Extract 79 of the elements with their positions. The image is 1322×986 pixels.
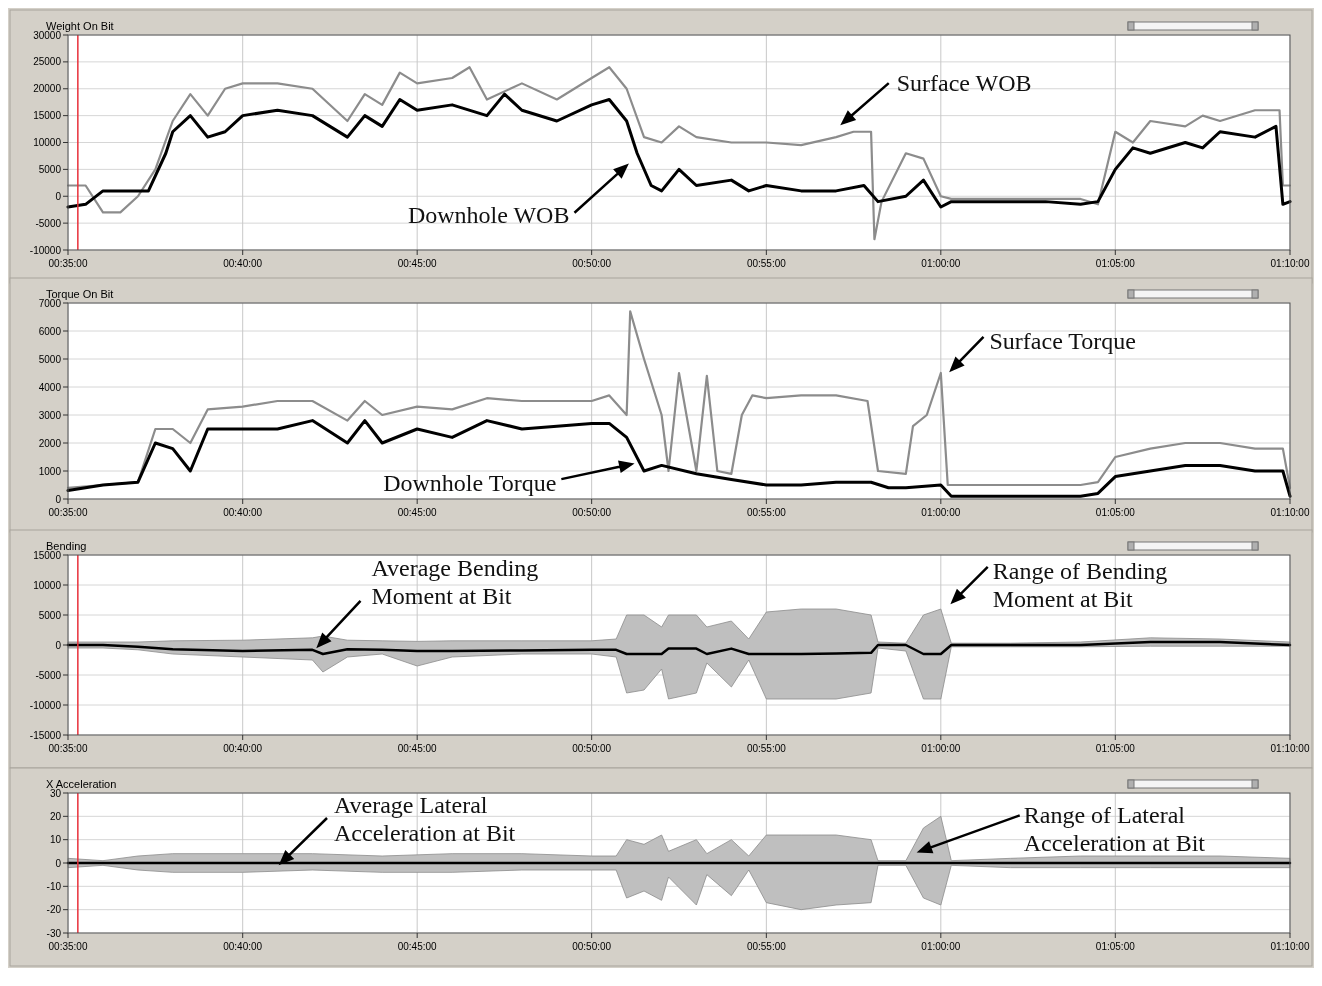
x-tick-label: 01:00:00 (921, 258, 961, 269)
x-tick-label: 00:40:00 (223, 743, 263, 754)
x-tick-label: 01:10:00 (1270, 941, 1310, 952)
y-tick-label: -15000 (29, 729, 62, 741)
x-tick-label: 01:00:00 (921, 941, 961, 952)
x-tick-label: 01:05:00 (1095, 941, 1136, 952)
y-tick-label: 5000 (38, 609, 62, 621)
x-tick-label: 00:35:00 (48, 941, 88, 952)
y-tick-label: 0 (55, 493, 62, 505)
x-tick-label: 00:45:00 (397, 258, 438, 269)
annotation: Surface WOB (896, 70, 1032, 97)
y-tick-label: 25000 (33, 56, 62, 68)
y-tick-label: 0 (55, 190, 62, 202)
y-tick-label: 3000 (38, 409, 62, 421)
y-tick-label: 10 (49, 834, 62, 846)
chart-title: Weight On Bit (46, 20, 114, 32)
x-tick-label: 00:40:00 (223, 941, 263, 952)
x-tick-label: 01:10:00 (1270, 258, 1310, 269)
annotation: Downhole WOB (407, 201, 570, 228)
y-tick-label: 30000 (33, 29, 62, 41)
line-series (66, 66, 1292, 241)
y-tick-label: -5000 (35, 217, 62, 229)
x-tick-label: 00:40:00 (223, 507, 263, 518)
y-tick-label: 20 (49, 810, 62, 822)
y-tick-label: -10 (46, 880, 62, 892)
y-tick-label: -10000 (29, 244, 62, 256)
y-tick-label: 6000 (38, 325, 62, 337)
chart-title: Bending (46, 540, 87, 552)
x-tick-label: 01:00:00 (921, 507, 961, 518)
annotation: Range of Lateral Acceleration at Bit (1023, 802, 1206, 857)
x-tick-label: 00:45:00 (397, 507, 438, 518)
x-tick-label: 00:50:00 (572, 258, 612, 269)
x-tick-label: 00:35:00 (48, 743, 88, 754)
y-tick-label: 2000 (38, 437, 62, 449)
annotation: Average Bending Moment at Bit (371, 554, 539, 609)
x-tick-label: 00:50:00 (572, 941, 612, 952)
x-tick-label: 00:35:00 (48, 258, 88, 269)
y-tick-label: 0 (55, 639, 62, 651)
chart-title: X Acceleration (46, 778, 117, 790)
x-tick-label: 00:55:00 (746, 743, 787, 754)
y-tick-label: 15000 (33, 110, 62, 122)
x-tick-label: 01:05:00 (1095, 743, 1136, 754)
y-tick-label: 1000 (38, 465, 62, 477)
x-tick-label: 00:35:00 (48, 507, 88, 518)
y-tick-label: 30 (49, 787, 62, 799)
y-tick-label: 0 (55, 857, 62, 869)
x-tick-label: 00:45:00 (397, 941, 438, 952)
x-tick-label: 00:55:00 (746, 258, 787, 269)
line-series (66, 92, 1292, 209)
y-tick-label: -30 (46, 927, 62, 939)
y-tick-label: 7000 (38, 297, 62, 309)
line-series (66, 419, 1292, 498)
annotation: Average Lateral Acceleration at Bit (334, 792, 516, 846)
chart-title: Torque On Bit (46, 288, 114, 300)
y-tick-label: 5000 (38, 163, 62, 175)
x-tick-label: 01:10:00 (1270, 507, 1310, 518)
x-tick-label: 00:50:00 (572, 743, 612, 754)
y-tick-label: -20 (46, 904, 62, 916)
line-series (66, 640, 1292, 656)
x-tick-label: 01:05:00 (1095, 258, 1136, 269)
annotation: Range of Bending Moment at Bit (992, 557, 1168, 612)
annotation: Surface Torque (989, 327, 1136, 354)
x-tick-label: 00:55:00 (746, 941, 787, 952)
x-tick-label: 00:45:00 (397, 743, 438, 754)
x-tick-label: 01:10:00 (1270, 743, 1310, 754)
y-tick-label: 10000 (33, 579, 62, 591)
x-tick-label: 00:40:00 (223, 258, 263, 269)
y-tick-label: 4000 (38, 381, 62, 393)
x-tick-label: 00:50:00 (572, 507, 612, 518)
x-tick-label: 00:55:00 (746, 507, 787, 518)
y-tick-label: 20000 (33, 83, 62, 95)
annotation: Downhole Torque (383, 470, 557, 497)
y-tick-label: -5000 (35, 669, 62, 681)
y-tick-label: 5000 (38, 353, 62, 365)
y-tick-label: 15000 (33, 549, 62, 561)
x-tick-label: 01:05:00 (1095, 507, 1136, 518)
x-tick-label: 01:00:00 (921, 743, 961, 754)
y-tick-label: 10000 (33, 137, 62, 148)
y-tick-label: -10000 (29, 699, 62, 711)
